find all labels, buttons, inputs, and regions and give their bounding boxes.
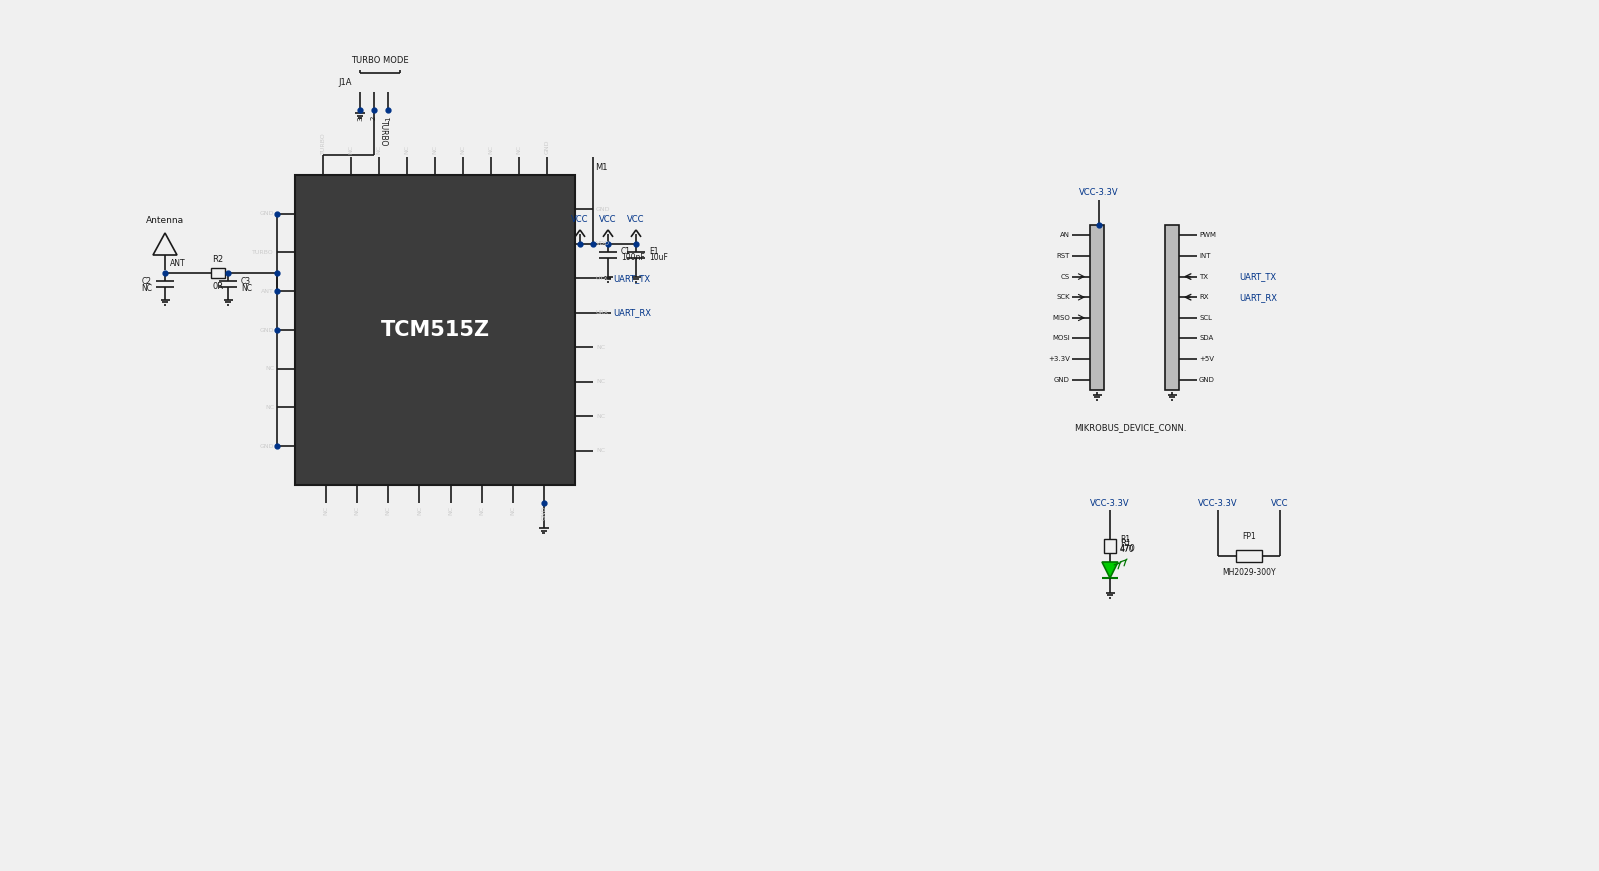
Text: GND: GND: [259, 327, 273, 333]
Text: R2: R2: [213, 255, 224, 264]
Text: 470: 470: [1119, 544, 1135, 553]
Text: NC: NC: [516, 145, 521, 154]
Text: ANT: ANT: [169, 259, 185, 267]
Text: SCL: SCL: [1199, 314, 1212, 321]
Text: GND: GND: [259, 443, 273, 449]
Text: INT: INT: [1199, 253, 1210, 259]
Polygon shape: [1102, 562, 1118, 578]
Bar: [1103, 539, 1116, 553]
Text: NC: NC: [596, 345, 604, 350]
Text: M1: M1: [595, 163, 608, 172]
Text: NC: NC: [405, 145, 409, 154]
Text: GND: GND: [1199, 376, 1215, 382]
Text: UART_TX: UART_TX: [1239, 272, 1276, 281]
Text: NC: NC: [480, 506, 484, 515]
Text: NC: NC: [448, 506, 453, 515]
Text: URX: URX: [596, 310, 609, 315]
Text: +3.3V: +3.3V: [1047, 356, 1070, 362]
Text: TURBO: TURBO: [253, 250, 273, 255]
Text: E1: E1: [649, 247, 659, 256]
Text: NC: NC: [432, 145, 438, 154]
Text: RST: RST: [1057, 253, 1070, 259]
Bar: [1236, 550, 1262, 562]
Text: NC: NC: [323, 506, 329, 515]
Text: 10uF: 10uF: [649, 253, 668, 262]
Text: NC: NC: [376, 145, 382, 154]
Text: TURBO: TURBO: [379, 120, 389, 146]
Text: VCC: VCC: [600, 215, 617, 224]
Text: CS: CS: [1060, 273, 1070, 280]
Text: MOSI: MOSI: [1052, 335, 1070, 341]
Text: RX: RX: [1199, 294, 1209, 300]
Text: NC: NC: [596, 379, 604, 384]
Text: PWM: PWM: [1199, 233, 1215, 239]
Text: UART_RX: UART_RX: [1239, 293, 1278, 301]
Text: NC: NC: [349, 145, 353, 154]
Text: C3: C3: [241, 276, 251, 286]
Text: UART_TX: UART_TX: [612, 273, 651, 283]
Text: VCC-3.3V: VCC-3.3V: [1091, 499, 1130, 508]
Text: NC: NC: [265, 405, 273, 410]
Text: 2: 2: [371, 116, 377, 120]
Text: 470: 470: [1119, 545, 1135, 554]
Text: SCK: SCK: [1057, 294, 1070, 300]
Text: TURBO MODE: TURBO MODE: [352, 56, 409, 65]
Text: R1: R1: [1119, 539, 1130, 548]
Text: FP1: FP1: [1242, 532, 1255, 541]
Text: NC: NC: [489, 145, 494, 154]
Text: J1A: J1A: [339, 78, 352, 86]
Text: UTX: UTX: [596, 276, 609, 280]
Text: GND: GND: [545, 139, 550, 154]
Text: ANT: ANT: [261, 289, 273, 294]
Bar: [1166, 225, 1178, 390]
Text: NC: NC: [241, 283, 253, 293]
Text: 1: 1: [385, 116, 392, 120]
Text: VDD: VDD: [596, 241, 609, 246]
Text: TX: TX: [1199, 273, 1207, 280]
Text: NC: NC: [385, 506, 390, 515]
Text: R1: R1: [1119, 535, 1130, 544]
Bar: [211, 268, 225, 278]
Text: AN: AN: [1060, 233, 1070, 239]
Text: NC: NC: [596, 414, 604, 419]
Text: GND: GND: [596, 207, 611, 212]
Text: 100nF: 100nF: [620, 253, 644, 262]
Text: NC: NC: [265, 366, 273, 371]
Text: C1: C1: [620, 247, 632, 256]
Text: GND: GND: [259, 212, 273, 216]
Text: Antenna: Antenna: [146, 216, 184, 225]
Text: +5V: +5V: [1199, 356, 1214, 362]
Text: VCC: VCC: [571, 215, 588, 224]
Text: SDA: SDA: [1199, 335, 1214, 341]
Text: TURBO: TURBO: [320, 132, 326, 154]
Text: GND: GND: [542, 506, 547, 521]
Text: NC: NC: [510, 506, 515, 515]
Text: VCC: VCC: [627, 215, 644, 224]
Text: VCC-3.3V: VCC-3.3V: [1198, 499, 1238, 508]
Text: NC: NC: [355, 506, 360, 515]
Text: VCC-3.3V: VCC-3.3V: [1079, 188, 1119, 197]
Text: C2: C2: [142, 276, 152, 286]
Text: NC: NC: [596, 448, 604, 453]
Text: NC: NC: [417, 506, 422, 515]
Text: MIKROBUS_DEVICE_CONN.: MIKROBUS_DEVICE_CONN.: [1075, 423, 1186, 433]
Bar: [294, 175, 576, 485]
Text: NC: NC: [141, 283, 152, 293]
Text: 3: 3: [357, 116, 363, 120]
Text: NC: NC: [461, 145, 465, 154]
Text: 0R: 0R: [213, 282, 224, 291]
Bar: [1091, 225, 1103, 390]
Text: MISO: MISO: [1052, 314, 1070, 321]
Text: VCC: VCC: [1271, 499, 1289, 508]
Text: MH2029-300Y: MH2029-300Y: [1222, 568, 1276, 577]
Text: UART_RX: UART_RX: [612, 308, 651, 317]
Text: GND: GND: [1054, 376, 1070, 382]
Text: TCM515Z: TCM515Z: [381, 320, 489, 340]
